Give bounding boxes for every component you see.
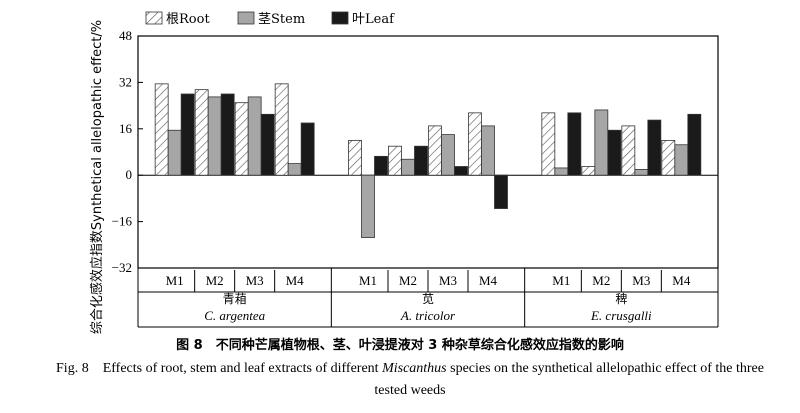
legend-swatch-0 xyxy=(145,11,163,25)
bar-cargentea-m3-series-0 xyxy=(234,102,249,176)
group-label-cn: 青葙 xyxy=(223,292,247,306)
group-label-en: C. argentea xyxy=(204,308,265,323)
bar-cargentea-m2-series-1 xyxy=(207,96,222,176)
bar-ecrusgalli-m1-series-0 xyxy=(541,112,556,176)
y-axis-label: 综合化感效应指数Synthetical allelopathic effect/… xyxy=(89,20,105,334)
x-tick-label-m2: M2 xyxy=(399,273,417,288)
bar-atricolor-m2-series-2 xyxy=(414,145,428,176)
legend-label-2: 叶Leaf xyxy=(352,12,395,27)
bar-atricolor-m1-series-0 xyxy=(348,139,362,176)
bar-cargentea-m4-series-0 xyxy=(274,83,289,176)
bar-atricolor-m1-series-2 xyxy=(374,155,388,176)
bar-ecrusgalli-m3-series-0 xyxy=(621,125,636,176)
bar-ecrusgalli-m2-series-1 xyxy=(594,109,609,176)
x-tick-label-m2: M2 xyxy=(206,273,224,288)
bar-ecrusgalli-m2-series-0 xyxy=(581,166,596,176)
bar-ecrusgalli-m1-series-1 xyxy=(554,167,569,176)
legend: 根Root 茎Stem 叶Leaf xyxy=(145,11,395,27)
group-label-en: E. crusgalli xyxy=(590,308,652,323)
bar-cargentea-m1-series-2 xyxy=(180,93,195,176)
caption-en-suffix: species on the synthetical allelopathic … xyxy=(374,361,764,398)
y-tick-label: 32 xyxy=(119,74,132,89)
y-tick-label: −16 xyxy=(112,214,133,229)
group-label-en: A. tricolor xyxy=(400,308,456,323)
bar-ecrusgalli-m4-series-2 xyxy=(687,113,702,176)
x-tick-label-m3: M3 xyxy=(632,273,650,288)
bar-ecrusgalli-m3-series-2 xyxy=(647,119,662,176)
caption-en-prefix: Fig. 8 Effects of root, stem and leaf ex… xyxy=(56,361,383,376)
bar-atricolor-m3-series-2 xyxy=(454,166,468,176)
bar-atricolor-m3-series-1 xyxy=(441,134,455,176)
bar-atricolor-m4-series-1 xyxy=(481,125,495,176)
bar-cargentea-m4-series-1 xyxy=(287,163,302,176)
legend-label-1: 茎Stem xyxy=(258,12,305,27)
legend-swatch-2 xyxy=(331,11,349,25)
x-tick-label-m2: M2 xyxy=(592,273,610,288)
bar-cargentea-m1-series-1 xyxy=(167,129,182,176)
plot-frame xyxy=(137,35,719,269)
x-tick-label-m4: M4 xyxy=(672,273,691,288)
y-tick-label: 0 xyxy=(126,167,133,182)
x-tick-label-m3: M3 xyxy=(246,273,264,288)
bar-atricolor-m2-series-0 xyxy=(388,145,402,176)
bar-cargentea-m3-series-2 xyxy=(260,113,275,176)
bar-atricolor-m4-series-0 xyxy=(468,112,482,176)
group-label-cn: 稗 xyxy=(615,291,627,306)
x-tick-label-m1: M1 xyxy=(166,273,184,288)
bar-ecrusgalli-m4-series-1 xyxy=(674,144,689,176)
bar-cargentea-m4-series-2 xyxy=(300,122,315,176)
x-tick-label-m1: M1 xyxy=(359,273,377,288)
x-tick-label-m4: M4 xyxy=(479,273,498,288)
legend-label-0: 根Root xyxy=(166,12,210,27)
figure-caption-chinese: 图 8 不同种芒属植物根、茎、叶浸提液对 3 种杂草综合化感效应指数的影响 xyxy=(176,338,624,353)
figure-caption-english: Fig. 8 Effects of root, stem and leaf ex… xyxy=(40,358,780,402)
group-label-cn: 苋 xyxy=(422,292,434,306)
bar-atricolor-m3-series-0 xyxy=(428,125,442,176)
bar-cargentea-m3-series-1 xyxy=(247,96,262,176)
x-tick-label-m3: M3 xyxy=(439,273,457,288)
y-tick-label: 48 xyxy=(119,28,132,43)
y-tick-label: 16 xyxy=(119,121,133,136)
y-tick-label: −32 xyxy=(112,260,132,275)
x-tick-label-m1: M1 xyxy=(552,273,570,288)
bar-cargentea-m2-series-2 xyxy=(220,93,235,176)
legend-swatch-1 xyxy=(237,11,255,25)
plot-area: −32 −16 0 16 32 48 综合化感效应指数Synthetical allelop… xyxy=(89,20,719,334)
bar-cargentea-m2-series-0 xyxy=(194,89,209,176)
bar-ecrusgalli-m1-series-2 xyxy=(567,112,582,176)
bar-cargentea-m1-series-0 xyxy=(154,83,169,176)
x-tick-label-m4: M4 xyxy=(286,273,305,288)
bar-ecrusgalli-m4-series-0 xyxy=(661,139,676,176)
bar-atricolor-m2-series-1 xyxy=(401,158,415,176)
bar-ecrusgalli-m2-series-2 xyxy=(607,129,622,176)
bar-atricolor-m4-series-2 xyxy=(494,174,508,209)
bar-atricolor-m1-series-1 xyxy=(361,174,375,238)
allelopathic-bar-chart: −32 −16 0 16 32 48 综合化感效应指数Synthetical allelop… xyxy=(89,11,719,334)
bar-ecrusgalli-m3-series-1 xyxy=(634,168,649,176)
caption-en-genus: Miscanthus xyxy=(382,361,447,376)
